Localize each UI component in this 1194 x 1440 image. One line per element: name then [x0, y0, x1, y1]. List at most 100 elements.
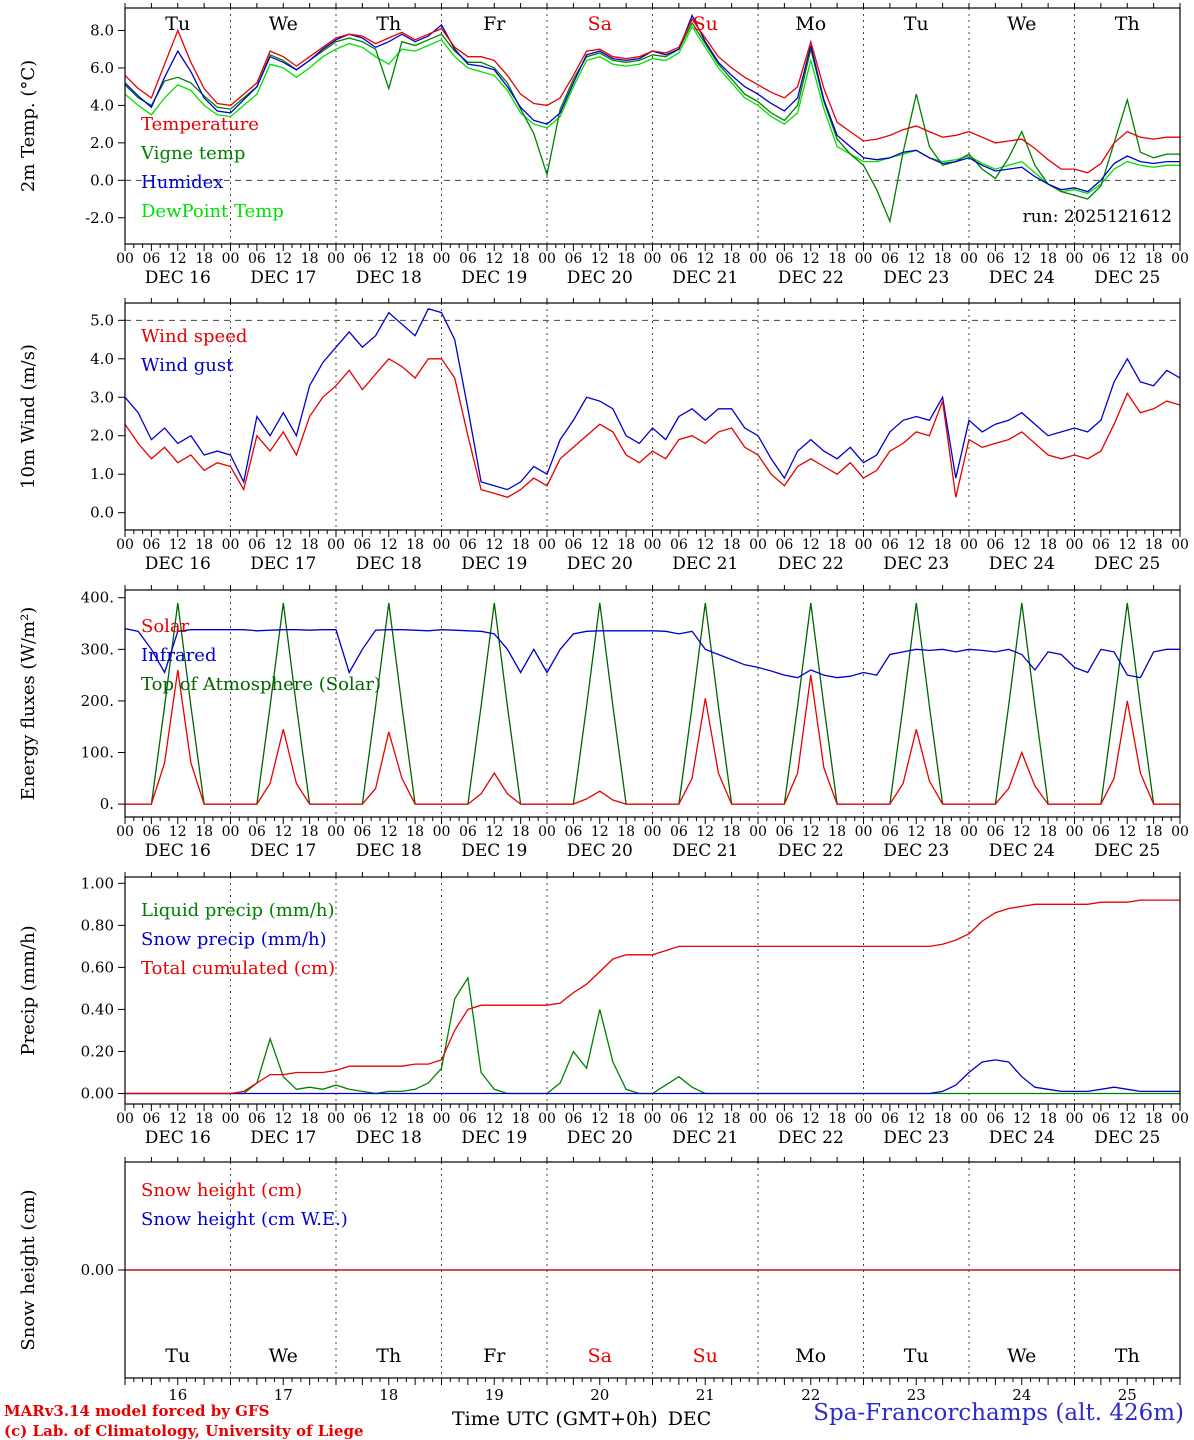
hour-tick-label: 00 — [644, 824, 662, 840]
wind-panel: 5.0 4.0 3.0 2.0 1.0 0.0 10m Wind (m/s) 00 06 12 18… — [18, 298, 1189, 574]
hour-tick-label: 00 — [749, 251, 767, 267]
y-tick-label: 0.0 — [90, 171, 114, 189]
hour-tick-label: 00 — [433, 537, 451, 553]
hour-tick-label: 00 — [116, 1111, 134, 1127]
hour-tick-label: 12 — [169, 251, 187, 267]
hour-tick-label: 12 — [169, 537, 187, 553]
hour-tick-label: 12 — [907, 824, 925, 840]
y-tick-label: 300. — [81, 640, 114, 658]
legend-label-total-cumulated-cm-: Total cumulated (cm) — [141, 958, 335, 979]
hour-tick-label: 12 — [380, 251, 398, 267]
weekday-label: Tu — [165, 13, 190, 35]
hour-tick-label: 18 — [512, 824, 530, 840]
hour-tick-label: 00 — [1171, 251, 1189, 267]
hour-tick-label: 06 — [564, 824, 582, 840]
weekday-label: Su — [693, 13, 718, 35]
weekday-label: We — [1007, 13, 1036, 35]
hour-tick-label: 06 — [1092, 824, 1110, 840]
hour-tick-label: 12 — [274, 251, 292, 267]
hour-tick-label: 12 — [802, 824, 820, 840]
hour-tick-label: 12 — [907, 537, 925, 553]
date-label: DEC 18 — [356, 841, 422, 861]
day-number-label: 20 — [590, 1386, 609, 1404]
hour-tick-label: 00 — [960, 1111, 978, 1127]
weekday-label: Th — [1115, 1345, 1140, 1367]
series-group — [125, 308, 1180, 499]
hour-tick-label: 06 — [353, 824, 371, 840]
hour-tick-label: 00 — [644, 1111, 662, 1127]
hour-tick-label: 18 — [723, 537, 741, 553]
hour-tick-label: 00 — [1066, 824, 1084, 840]
date-label: DEC 22 — [778, 1128, 844, 1148]
hour-tick-label: 00 — [644, 251, 662, 267]
hour-tick-label: 06 — [353, 537, 371, 553]
hour-tick-label: 18 — [934, 824, 952, 840]
hour-tick-label: 06 — [881, 1111, 899, 1127]
date-label: DEC 25 — [1094, 268, 1160, 287]
energy-flux-panel: 400. 300. 200. 100. 0. Energy fluxes (W/m²) 00… — [18, 585, 1189, 861]
y-tick-label: 8.0 — [90, 21, 114, 39]
hour-tick-label: 06 — [248, 824, 266, 840]
hour-tick-label: 18 — [512, 537, 530, 553]
hour-tick-label: 18 — [1145, 824, 1163, 840]
lab-credit-line: (c) Lab. of Climatology, University of L… — [4, 1421, 364, 1440]
y-tick-label: 0.40 — [81, 1000, 114, 1018]
hour-tick-label: 12 — [696, 537, 714, 553]
weekday-label: We — [1007, 1345, 1036, 1367]
hour-tick-label: 00 — [749, 537, 767, 553]
y-axis-label: Precip (mm/h) — [18, 925, 39, 1055]
hour-tick-label: 06 — [248, 537, 266, 553]
snow-height-panel: 0.00 Snow height (cm) Tu We Th Fr Sa Su Mo Tu We Th… — [18, 1157, 1181, 1404]
date-label: DEC 19 — [461, 268, 527, 287]
date-label: DEC 20 — [567, 554, 633, 574]
legend-label-liquid-precip-mm-h-: Liquid precip (mm/h) — [141, 900, 335, 921]
hour-tick-label: 18 — [512, 251, 530, 267]
hour-tick-label: 12 — [591, 824, 609, 840]
hour-tick-label: 06 — [142, 537, 160, 553]
day-number-label: 22 — [801, 1386, 820, 1404]
hour-tick-label: 00 — [327, 824, 345, 840]
date-label: DEC 17 — [250, 268, 316, 287]
y-axis-label: Energy fluxes (W/m²) — [18, 607, 39, 801]
hour-tick-label: 06 — [353, 251, 371, 267]
hour-tick-label: 00 — [644, 537, 662, 553]
hour-tick-label: 18 — [1145, 251, 1163, 267]
hour-tick-label: 18 — [934, 251, 952, 267]
date-label: DEC 23 — [883, 268, 949, 287]
date-label: DEC 17 — [250, 554, 316, 574]
hour-tick-label: 06 — [881, 824, 899, 840]
y-tick-label: 400. — [81, 589, 114, 607]
hour-tick-label: 06 — [670, 251, 688, 267]
hour-tick-label: 06 — [775, 537, 793, 553]
hour-tick-label: 12 — [696, 824, 714, 840]
hour-tick-label: 18 — [1039, 251, 1057, 267]
hour-tick-label: 00 — [1171, 824, 1189, 840]
run-annotation: run: 2025121612 — [1023, 207, 1172, 227]
date-label: DEC 24 — [989, 554, 1055, 574]
day-number-label: 18 — [379, 1386, 398, 1404]
date-label: DEC 19 — [461, 841, 527, 861]
date-label: DEC 19 — [461, 1128, 527, 1148]
weekday-label: Th — [376, 13, 401, 35]
date-label: DEC 21 — [672, 554, 738, 574]
date-label: DEC 24 — [989, 1128, 1055, 1148]
time-axis-label: Time UTC (GMT+0h) — [452, 1408, 658, 1430]
date-label: DEC 20 — [567, 841, 633, 861]
hour-tick-label: 18 — [828, 824, 846, 840]
series-line-snow-precip — [125, 1059, 1180, 1095]
hour-tick-label: 12 — [1118, 824, 1136, 840]
series-line-wind-speed — [125, 357, 1180, 499]
date-label: DEC 21 — [672, 268, 738, 287]
hour-tick-label: 06 — [248, 1111, 266, 1127]
hour-tick-label: 00 — [749, 1111, 767, 1127]
hour-tick-label: 06 — [564, 537, 582, 553]
date-label: DEC 22 — [778, 268, 844, 287]
hour-tick-label: 12 — [380, 824, 398, 840]
weekday-label: Fr — [483, 13, 506, 35]
day-number-label: 17 — [274, 1386, 293, 1404]
hour-tick-label: 00 — [538, 824, 556, 840]
hour-tick-label: 06 — [459, 1111, 477, 1127]
hour-tick-label: 12 — [591, 1111, 609, 1127]
legend-label-solar: Solar — [141, 616, 190, 637]
hour-tick-label: 06 — [670, 1111, 688, 1127]
